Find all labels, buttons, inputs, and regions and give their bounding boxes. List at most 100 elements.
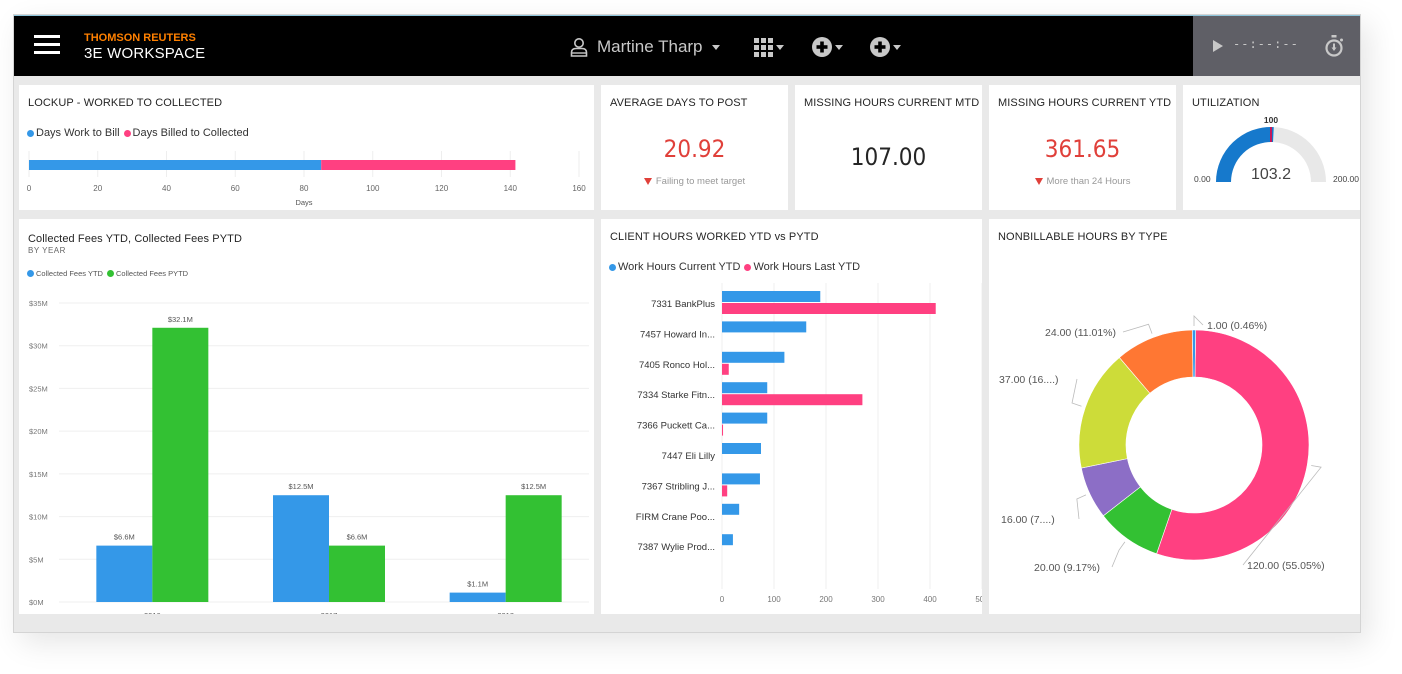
dashboard-frame: THOMSON REUTERS 3E WORKSPACE Martine Tha… (13, 14, 1361, 633)
bar-current-ytd (722, 443, 761, 454)
bar-current-ytd (722, 321, 807, 333)
x-tick-label: 60 (231, 184, 240, 193)
data-label: $32.1M (168, 315, 193, 324)
timer-panel: --:--:-- (1193, 16, 1360, 76)
card-title: CLIENT HOURS WORKED YTD vs PYTD (610, 231, 819, 243)
kpi-value: 20.92 (663, 135, 726, 163)
slice-label: 1.00 (0.46%) (1207, 320, 1267, 332)
chart-legend: Days Work to Bill Days Billed to Collect… (27, 127, 253, 139)
bar-2018-ytd (449, 592, 506, 602)
gauge-fill (1216, 127, 1274, 182)
x-tick-label: 2018 (497, 611, 514, 614)
gauge-value: 103.2 (1251, 166, 1291, 183)
x-tick-label: 80 (300, 184, 309, 193)
x-tick-label: 140 (504, 184, 518, 193)
nonbillable-hours-card: NONBILLABLE HOURS BY TYPE 120.00 (55.05%… (989, 219, 1360, 614)
legend-item-days-billed-to-collected[interactable]: Days Billed to Collected (123, 127, 249, 139)
y-category-label: 7405 Ronco Hol... (639, 360, 715, 371)
y-tick-label: $25M (29, 384, 48, 393)
x-axis-label: Days (295, 198, 312, 207)
menu-icon[interactable] (34, 33, 60, 57)
bar-current-ytd (722, 412, 768, 424)
kpi-value: 107.00 (850, 143, 927, 171)
add-menu-button[interactable] (812, 35, 843, 59)
slice-label: 120.00 (55.05%) (1247, 560, 1325, 572)
chevron-down-icon (776, 44, 784, 50)
gauge-min-label: 0.00 (1194, 174, 1211, 184)
legend-item-days-work-to-bill[interactable]: Days Work to Bill (27, 127, 120, 139)
y-category-label: 7387 Wylie Prod... (637, 542, 715, 553)
y-category-label: 7367 Stribling J... (642, 481, 715, 492)
bar-2016-ytd (96, 545, 153, 602)
data-label: $12.5M (288, 482, 313, 491)
card-title: MISSING HOURS CURRENT MTD (804, 97, 980, 109)
data-label: $12.5M (521, 482, 546, 491)
apps-grid-icon (754, 37, 773, 57)
bar-segment-billed-to-collected (321, 160, 516, 170)
stopwatch-icon[interactable] (1324, 35, 1344, 57)
leader-line (1122, 323, 1153, 334)
y-tick-label: $10M (29, 513, 48, 522)
timer-display: --:--:-- (1233, 37, 1299, 51)
kpi-status: More than 24 Hours (989, 176, 1176, 187)
x-tick-label: 200 (819, 595, 833, 604)
y-tick-label: $0M (29, 598, 44, 607)
client-hours-chart: 0 100 200 300 400 500 7331 BankPlus 7457 Howard… (636, 283, 982, 604)
y-category-label: 7457 Howard In... (640, 329, 715, 340)
lockup-chart: 0 20 40 60 80 100 120 140 160 Days (27, 151, 586, 207)
card-title: LOCKUP - WORKED TO COLLECTED (28, 97, 223, 109)
legend-item-fees-ytd[interactable]: Collected Fees YTD (27, 269, 103, 278)
leader-line (1076, 494, 1087, 520)
bar-last-ytd (722, 424, 724, 436)
x-tick-label: 160 (572, 184, 586, 193)
play-icon[interactable] (1213, 40, 1223, 52)
x-tick-label: 2017 (321, 611, 338, 614)
add-menu-button-2[interactable] (870, 35, 901, 59)
kpi-status: Failing to meet target (601, 176, 788, 187)
user-menu-button[interactable]: Martine Tharp (569, 34, 720, 60)
lockup-card: LOCKUP - WORKED TO COLLECTED Days Work t… (19, 85, 594, 210)
data-label: $1.1M (467, 580, 488, 589)
x-tick-label: 20 (93, 184, 102, 193)
card-subtitle: BY YEAR (28, 246, 66, 255)
legend-item-current-ytd[interactable]: Work Hours Current YTD (609, 261, 740, 273)
user-name: Martine Tharp (597, 37, 703, 56)
chevron-down-icon (893, 44, 901, 50)
brand-company: THOMSON REUTERS (84, 32, 196, 44)
donut-slice (1156, 329, 1310, 561)
chevron-down-icon (711, 44, 720, 50)
x-tick-label: 40 (162, 184, 171, 193)
bar-segment-work-to-bill (29, 160, 322, 170)
bar-current-ytd (722, 291, 821, 302)
leader-line (1193, 315, 1204, 327)
x-tick-label: 400 (923, 595, 937, 604)
collected-fees-card: Collected Fees YTD, Collected Fees PYTD … (19, 219, 594, 614)
legend-item-fees-pytd[interactable]: Collected Fees PYTD (106, 269, 188, 278)
y-tick-label: $35M (29, 299, 48, 308)
slice-label: 16.00 (7....) (1001, 514, 1055, 526)
bar-current-ytd (722, 503, 740, 515)
brand-product[interactable]: 3E WORKSPACE (84, 45, 206, 62)
down-triangle-icon (643, 178, 652, 185)
bar-2017-ytd (273, 495, 329, 602)
user-icon (570, 38, 588, 57)
y-category-label: 7331 BankPlus (651, 299, 715, 310)
bar-2017-pytd (329, 545, 385, 602)
slice-label: 20.00 (9.17%) (1034, 562, 1100, 574)
card-title: Collected Fees YTD, Collected Fees PYTD (28, 233, 243, 245)
slice-label: 24.00 (11.01%) (1045, 327, 1116, 339)
data-label: $6.6M (114, 533, 135, 542)
y-category-label: 7366 Puckett Ca... (637, 421, 715, 432)
nonbillable-donut-chart: 120.00 (55.05%) 20.00 (9.17%) 16.00 (7....… (999, 315, 1325, 574)
down-triangle-icon (1034, 178, 1043, 185)
chevron-down-icon (835, 44, 843, 50)
y-category-label: FIRM Crane Poo... (636, 512, 715, 523)
average-days-to-post-card: AVERAGE DAYS TO POST 20.92 Failing to me… (601, 85, 788, 210)
add-circle-icon (812, 37, 832, 57)
x-tick-label: 100 (366, 184, 380, 193)
x-tick-label: 300 (871, 595, 885, 604)
legend-item-last-ytd[interactable]: Work Hours Last YTD (744, 261, 860, 273)
bar-current-ytd (722, 534, 733, 546)
apps-menu-button[interactable] (754, 35, 784, 59)
bar-last-ytd (722, 394, 863, 406)
